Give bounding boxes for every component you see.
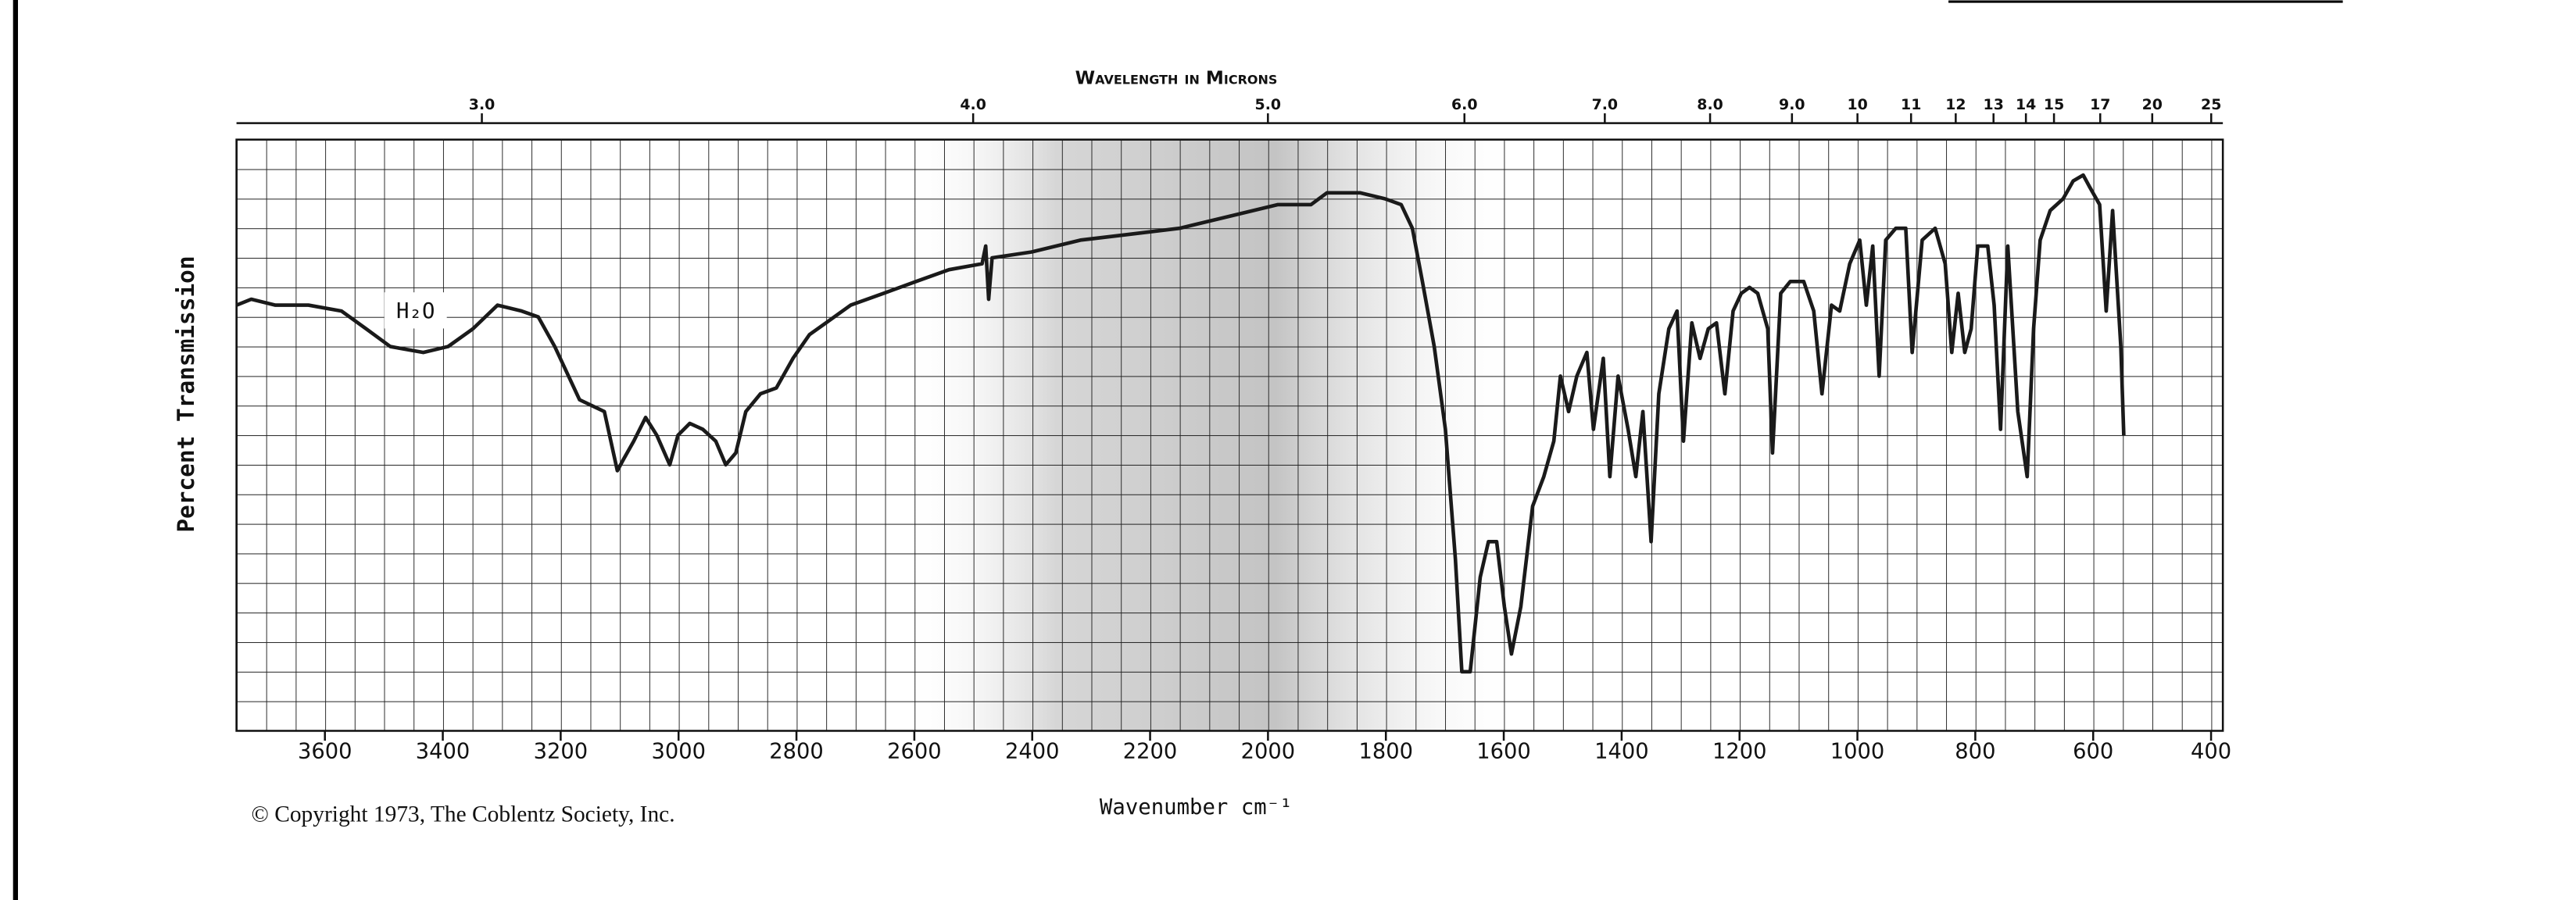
x2-tick-label: 12 xyxy=(1945,96,1966,113)
x2-tick-label: 17 xyxy=(2090,96,2110,113)
x-tick-label: 2400 xyxy=(1005,739,1060,763)
chart-title: Wavelength in Microns xyxy=(1075,68,1278,88)
x-axis-label: Wavenumber cm⁻¹ xyxy=(1100,795,1293,820)
x2-tick-label: 5.0 xyxy=(1255,96,1282,113)
x2-tick-label: 7.0 xyxy=(1592,96,1619,113)
x2-tick-label: 15 xyxy=(2044,96,2064,113)
x2-tick-label: 10 xyxy=(1847,96,1867,113)
x2-tick-label: 11 xyxy=(1901,96,1921,113)
x2-tick-label: 8.0 xyxy=(1697,96,1723,113)
grid-pattern xyxy=(236,139,2224,731)
x-tick-label: 2800 xyxy=(769,739,824,763)
x-tick-label: 1000 xyxy=(1830,739,1885,763)
x-tick-label: 2200 xyxy=(1123,739,1178,763)
x-tick-label: 1400 xyxy=(1594,739,1649,763)
x2-tick-label: 9.0 xyxy=(1779,96,1805,113)
x2-tick-label: 6.0 xyxy=(1451,96,1478,113)
x-tick-label: 3600 xyxy=(298,739,352,763)
x-tick-label: 800 xyxy=(1955,739,1995,763)
x-tick-label: 3200 xyxy=(534,739,589,763)
annotation-bg xyxy=(384,292,447,329)
scan-edge xyxy=(13,0,19,900)
x-tick-label: 3400 xyxy=(416,739,470,763)
grid xyxy=(236,139,2224,731)
x-tick-label: 400 xyxy=(2191,739,2231,763)
y-axis-label: Percent Transmission xyxy=(173,255,199,532)
x2-tick-label: 4.0 xyxy=(960,96,986,113)
x-tick-label: 1200 xyxy=(1712,739,1767,763)
x2-tick-label: 20 xyxy=(2142,96,2163,113)
spectrum-line xyxy=(235,173,2126,674)
footer: © Copyright 1973, The Coblentz Society, … xyxy=(252,802,675,827)
x-tick-label: 1800 xyxy=(1358,739,1413,763)
x2-tick-label: 13 xyxy=(1984,96,2004,113)
x2-tick-label: 3.0 xyxy=(469,96,496,113)
x2-tick-label: 25 xyxy=(2201,96,2221,113)
x-tick-label: 1600 xyxy=(1476,739,1531,763)
x-tick-label: 2600 xyxy=(887,739,942,763)
x2-tick-label: 14 xyxy=(2016,96,2036,113)
plot-frame xyxy=(235,138,2224,732)
annotation: H₂O xyxy=(396,299,435,323)
x-tick-label: 2000 xyxy=(1241,739,1296,763)
x-tick-label: 3000 xyxy=(651,739,706,763)
x-tick-label: 600 xyxy=(2073,739,2113,763)
